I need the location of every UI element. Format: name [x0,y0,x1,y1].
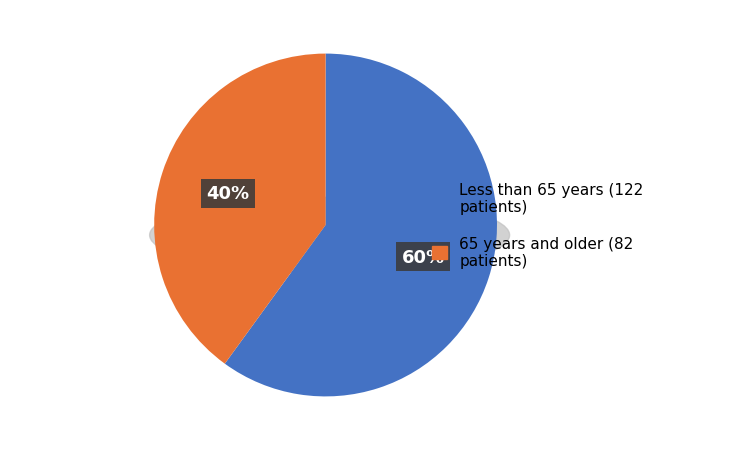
Wedge shape [154,55,326,364]
Legend: Less than 65 years (122
patients), 65 years and older (82
patients): Less than 65 years (122 patients), 65 ye… [426,176,650,275]
Text: 60%: 60% [402,248,445,266]
Text: 40%: 40% [206,185,250,203]
Ellipse shape [150,198,510,273]
Wedge shape [225,55,497,396]
